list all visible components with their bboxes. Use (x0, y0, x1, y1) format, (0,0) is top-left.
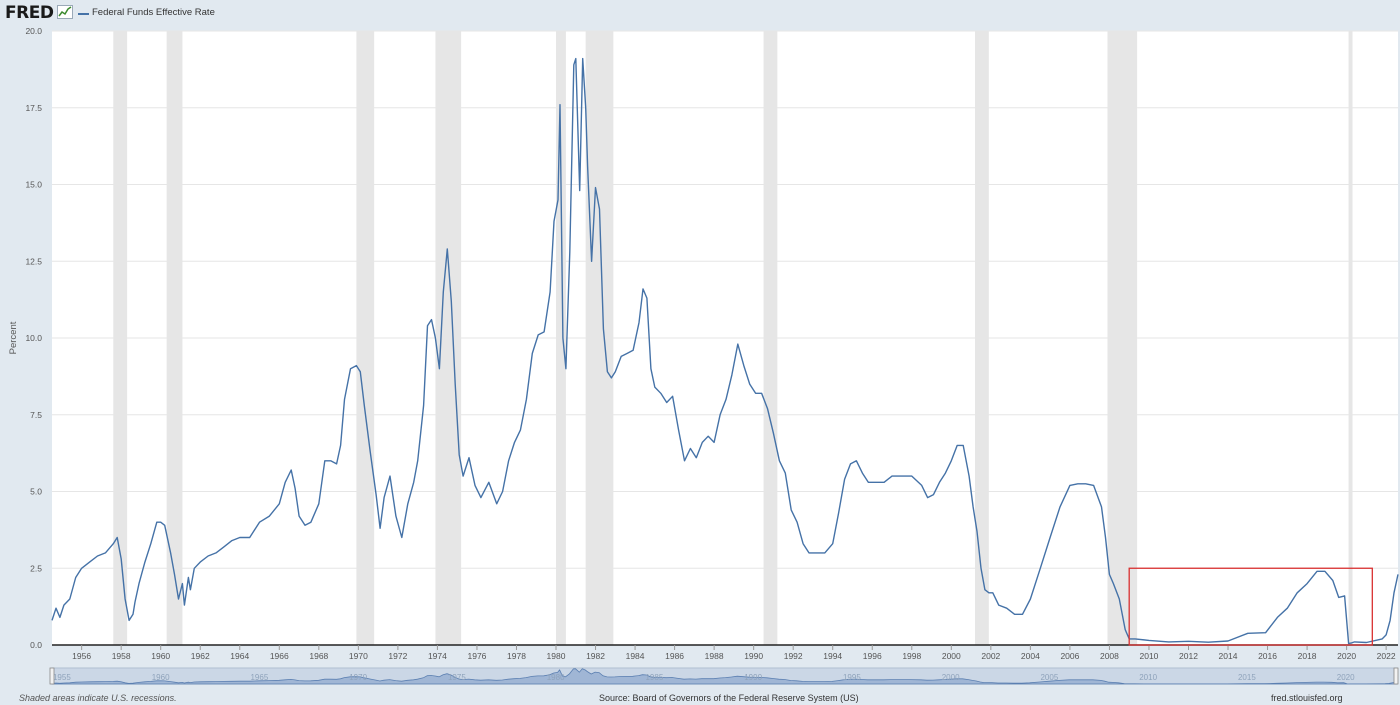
navigator-handle-left[interactable] (49, 667, 55, 685)
navigator-tick-label: 1985 (645, 673, 663, 682)
series-line (51, 57, 1399, 645)
x-tick-label: 1960 (151, 651, 170, 661)
y-tick-label: 10.0 (25, 333, 42, 343)
x-tick-label: 2006 (1060, 651, 1079, 661)
recession-note: Shaded areas indicate U.S. recessions. (19, 693, 177, 703)
x-tick-label: 1974 (428, 651, 447, 661)
x-tick-label: 2018 (1298, 651, 1317, 661)
y-tick-label: 17.5 (25, 103, 42, 113)
y-tick-label: 2.5 (30, 563, 42, 573)
x-tick-label: 1978 (507, 651, 526, 661)
axes: 0.0 2.5 5.0 7.5 10.0 12.5 15.0 17.5 20.0 Percent 1… (8, 26, 1398, 661)
navigator-tick-label: 2005 (1040, 673, 1058, 682)
x-tick-label: 2014 (1219, 651, 1238, 661)
x-tick-label: 1980 (547, 651, 566, 661)
x-tick-label: 2000 (942, 651, 961, 661)
x-tick-label: 1962 (191, 651, 210, 661)
y-tick-label: 0.0 (30, 640, 42, 650)
x-tick-label: 1998 (902, 651, 921, 661)
chart-line-icon (57, 5, 73, 19)
series-layer (51, 57, 1399, 645)
y-tick-label: 5.0 (30, 487, 42, 497)
source-note: Source: Board of Governors of the Federa… (599, 693, 859, 703)
x-tick-label: 1972 (388, 651, 407, 661)
x-tick-label: 2004 (1021, 651, 1040, 661)
navigator-tick-label: 1960 (152, 673, 170, 682)
x-tick-label: 2016 (1258, 651, 1277, 661)
x-tick-label: 1970 (349, 651, 368, 661)
x-tick-label: 1976 (467, 651, 486, 661)
x-tick-label: 1958 (112, 651, 131, 661)
fred-logo[interactable]: FRED (5, 3, 54, 23)
x-tick-label: 2012 (1179, 651, 1198, 661)
navigator-tick-label: 2000 (942, 673, 960, 682)
x-tick-label: 1966 (270, 651, 289, 661)
x-tick-label: 1986 (665, 651, 684, 661)
navigator-handle-right[interactable] (1393, 667, 1399, 685)
gridlines (52, 30, 1398, 569)
legend-swatch (78, 13, 89, 15)
highlight-layer (1128, 567, 1373, 646)
site-link[interactable]: fred.stlouisfed.org (1271, 693, 1343, 703)
navigator-tick-label: 1970 (349, 673, 367, 682)
navigator-tick-label: 1965 (250, 673, 268, 682)
x-tick-label: 1992 (784, 651, 803, 661)
navigator-tick-label: 1955 (53, 673, 71, 682)
x-tick-label: 1968 (309, 651, 328, 661)
x-tick-label: 2010 (1139, 651, 1158, 661)
navigator-tick-label: 2020 (1337, 673, 1355, 682)
x-tick-label: 1984 (626, 651, 645, 661)
navigator-series (51, 668, 1398, 685)
x-tick-label: 2008 (1100, 651, 1119, 661)
x-tick-label: 1996 (863, 651, 882, 661)
x-tick-label: 2020 (1337, 651, 1356, 661)
legend-label: Federal Funds Effective Rate (92, 7, 215, 18)
y-tick-label: 7.5 (30, 410, 42, 420)
y-tick-label: 12.5 (25, 256, 42, 266)
x-tick-label: 1988 (705, 651, 724, 661)
y-tick-label: 20.0 (25, 26, 42, 36)
y-axis-title: Percent (8, 321, 19, 354)
x-tick-label: 1964 (230, 651, 249, 661)
x-tick-label: 1994 (823, 651, 842, 661)
x-tick-label: 2022 (1377, 651, 1396, 661)
x-tick-label: 1990 (744, 651, 763, 661)
navigator-tick-label: 1980 (547, 673, 565, 682)
navigator-tick-label: 1995 (843, 673, 861, 682)
chart-header: FRED Federal Funds Effective Rate (0, 0, 1400, 28)
x-tick-label: 2002 (981, 651, 1000, 661)
x-tick-label: 1982 (586, 651, 605, 661)
range-navigator[interactable]: 1955 1960 1965 1970 1975 1980 1985 1990 1995 2000… (49, 667, 1399, 685)
navigator-tick-label: 2015 (1238, 673, 1256, 682)
navigator-tick-label: 1975 (448, 673, 466, 682)
y-tick-label: 15.0 (25, 180, 42, 190)
highlight-box (1128, 567, 1373, 646)
x-tick-label: 1956 (72, 651, 91, 661)
navigator-tick-label: 2010 (1139, 673, 1157, 682)
navigator-tick-label: 1990 (744, 673, 762, 682)
